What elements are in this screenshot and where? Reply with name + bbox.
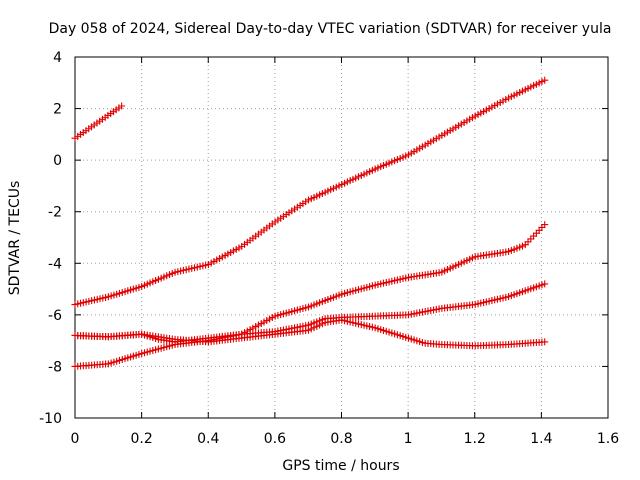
x-tick-label: 1.2 [464, 431, 486, 447]
x-tick-label: 0 [71, 431, 80, 447]
data-point [541, 221, 549, 229]
chart-title: Day 058 of 2024, Sidereal Day-to-day VTE… [49, 21, 612, 37]
y-tick-label: -8 [48, 359, 62, 375]
y-axis-ticks: -10 -8 -6 -4 -2 0 2 4 [39, 50, 608, 427]
series-satellite-e [71, 316, 549, 350]
y-tick-label: -4 [48, 256, 62, 272]
data-point [541, 338, 549, 346]
x-tick-label: 1 [404, 431, 413, 447]
x-tick-label: 0.8 [330, 431, 352, 447]
x-axis-ticks: 0 0.2 0.4 0.6 0.8 1 1.2 1.4 1.6 [71, 57, 619, 447]
data-point [541, 280, 549, 288]
grid [75, 57, 608, 418]
y-tick-label: -6 [48, 308, 62, 324]
y-tick-label: -10 [39, 411, 62, 427]
series-satellite-b [71, 76, 549, 309]
data-series [71, 76, 549, 370]
x-axis-label: GPS time / hours [282, 458, 399, 474]
y-tick-label: -2 [48, 205, 62, 221]
series-satellite-a [71, 102, 126, 142]
x-tick-label: 1.6 [597, 431, 619, 447]
x-tick-label: 0.4 [197, 431, 219, 447]
y-tick-label: 2 [53, 102, 62, 118]
x-tick-label: 0.6 [264, 431, 286, 447]
y-tick-label: 4 [53, 50, 62, 66]
series-satellite-c [71, 221, 549, 370]
data-point [541, 76, 549, 84]
data-point [118, 102, 126, 110]
x-tick-label: 0.2 [130, 431, 152, 447]
y-axis-label: SDTVAR / TECUs [7, 181, 23, 296]
y-tick-label: 0 [53, 153, 62, 169]
x-tick-label: 1.4 [530, 431, 552, 447]
series-satellite-d [71, 280, 549, 346]
